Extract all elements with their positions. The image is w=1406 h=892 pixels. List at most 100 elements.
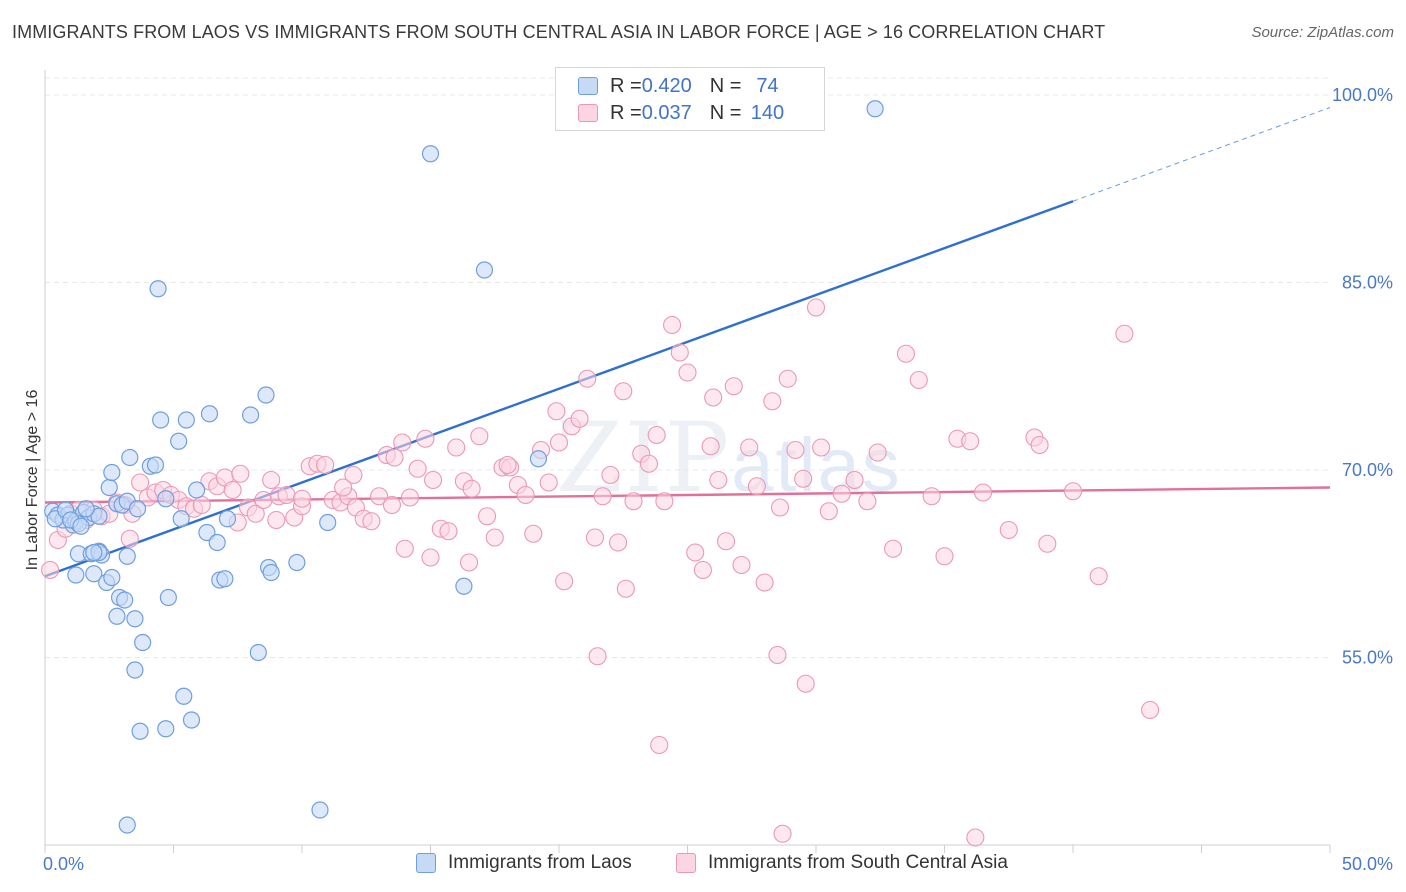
data-point	[120, 529, 139, 548]
series-legend: Immigrants from Laos Immigrants from Sou…	[0, 852, 1406, 878]
data-point	[159, 588, 177, 607]
data-point	[609, 533, 628, 552]
data-point	[175, 687, 193, 705]
legend-row-laos: R = 0.420 N = 74	[578, 73, 793, 99]
data-point	[966, 828, 985, 847]
data-point	[529, 450, 548, 468]
data-point	[344, 465, 363, 485]
legend-row-south-central-asia: R = 0.037 N = 140	[578, 100, 793, 126]
data-point	[108, 607, 126, 625]
data-point	[146, 456, 165, 474]
trend-line-laos-extension	[1072, 107, 1331, 202]
data-point	[539, 473, 558, 492]
legend-label-south-central-asia: Immigrants from South Central Asia	[708, 852, 1008, 873]
chart-title: IMMIGRANTS FROM LAOS VS IMMIGRANTS FROM …	[12, 22, 1106, 42]
data-point	[973, 483, 993, 502]
data-point	[763, 392, 782, 411]
data-point	[868, 443, 887, 462]
data-point	[172, 510, 190, 528]
data-point	[896, 344, 916, 363]
legend-item-laos: Immigrants from Laos	[416, 852, 632, 874]
data-point	[126, 661, 144, 679]
data-point	[421, 548, 440, 567]
data-point	[740, 438, 759, 457]
data-point	[455, 577, 473, 595]
data-point	[41, 560, 60, 580]
data-point	[149, 280, 167, 298]
data-point	[85, 543, 103, 562]
data-point	[416, 429, 435, 448]
data-point	[796, 674, 815, 693]
data-point	[157, 720, 175, 738]
data-point	[678, 363, 697, 382]
data-point	[832, 484, 851, 503]
y-tick-label: 55.0%	[1342, 648, 1393, 668]
data-point	[447, 438, 466, 457]
data-point	[231, 464, 250, 483]
data-point	[77, 500, 95, 518]
data-point	[311, 801, 329, 819]
data-point	[216, 570, 234, 588]
data-point	[1089, 567, 1108, 586]
legend-swatch-laos	[416, 853, 436, 873]
data-point	[182, 711, 201, 729]
data-point	[267, 510, 286, 530]
legend-r-value: 0.037	[641, 101, 692, 124]
data-point	[393, 433, 412, 452]
data-point	[100, 478, 118, 497]
data-point	[408, 459, 427, 478]
data-point	[242, 406, 260, 424]
data-point	[421, 145, 440, 163]
data-point	[200, 405, 219, 423]
trend-line-laos	[44, 200, 1074, 578]
data-point	[72, 517, 90, 535]
data-point	[1115, 324, 1134, 343]
data-point	[786, 440, 805, 460]
data-point	[516, 485, 535, 505]
data-point	[650, 735, 669, 755]
data-point	[549, 433, 569, 452]
data-point	[126, 610, 144, 628]
data-point	[647, 425, 666, 445]
data-point	[152, 411, 170, 429]
data-point	[121, 448, 139, 467]
data-point	[747, 477, 766, 496]
x-tick-label: 50.0%	[1342, 854, 1393, 874]
data-point	[316, 455, 335, 475]
data-point	[593, 487, 612, 506]
data-point	[385, 448, 404, 467]
data-point	[292, 489, 312, 508]
series-south-central-asia	[41, 298, 1160, 847]
legend-r-label: R =	[610, 101, 642, 124]
legend-label-laos: Immigrants from Laos	[448, 852, 632, 873]
data-point	[601, 465, 620, 485]
legend-item-south-central-asia: Immigrants from South Central Asia	[676, 852, 1008, 874]
stats-legend: R = 0.420 N = 74 R = 0.037 N = 140	[555, 67, 825, 131]
data-point	[277, 485, 296, 505]
data-point	[770, 498, 790, 517]
data-point	[157, 490, 175, 508]
data-point	[116, 591, 134, 609]
data-point	[655, 492, 674, 511]
data-point	[819, 502, 838, 521]
data-point	[262, 470, 281, 490]
data-point	[400, 488, 419, 507]
data-point	[395, 539, 414, 558]
data-point	[555, 572, 574, 591]
data-point	[223, 480, 242, 500]
data-point	[935, 547, 954, 566]
data-point	[806, 298, 826, 317]
data-point	[524, 524, 543, 543]
data-point	[424, 470, 443, 490]
data-point	[177, 411, 195, 429]
data-point	[693, 560, 712, 580]
data-point	[1063, 482, 1083, 501]
data-point	[128, 500, 147, 518]
data-point	[570, 409, 589, 428]
data-point	[246, 504, 265, 523]
y-tick-label: 70.0%	[1342, 460, 1393, 480]
data-point	[475, 261, 494, 279]
data-point	[686, 543, 705, 562]
data-point	[485, 528, 504, 547]
